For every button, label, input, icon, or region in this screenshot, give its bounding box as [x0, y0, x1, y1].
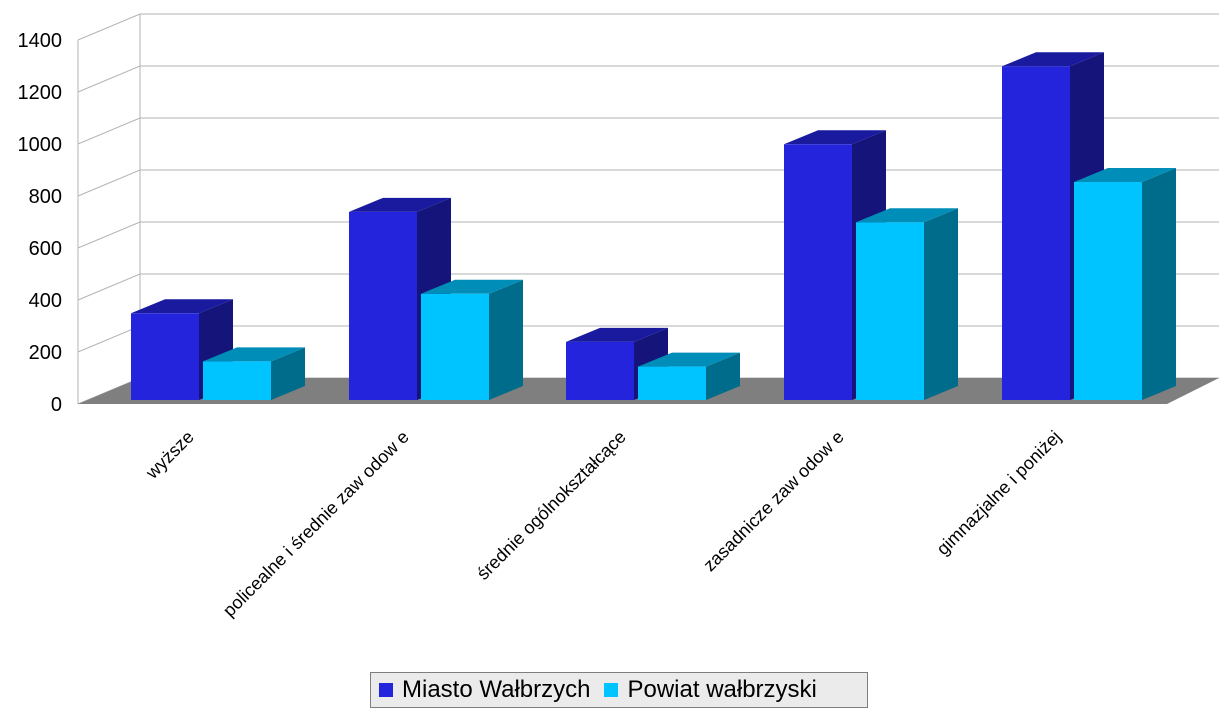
bar-side — [1142, 168, 1176, 400]
x-tick-label: wyższe — [141, 427, 198, 484]
y-tick-label: 600 — [29, 238, 62, 260]
bar-front — [784, 144, 852, 400]
bar — [1074, 168, 1176, 400]
legend-label-miasto: Miasto Wałbrzych — [402, 676, 590, 704]
y-axis: 0 200 400 600 800 1000 1200 1400 — [18, 30, 63, 416]
legend-swatch-miasto — [379, 683, 393, 697]
legend: Miasto Wałbrzych Powiat wałbrzyski — [370, 672, 868, 708]
x-tick-label: policealne i średnie zaw odow e — [219, 427, 413, 621]
x-tick-label: zasadnicze zaw odow e — [699, 427, 848, 576]
gridline — [78, 14, 1219, 40]
bar-side — [489, 280, 523, 400]
y-tick-label: 200 — [29, 342, 62, 364]
x-tick-label: średnie ogólnokształcące — [473, 427, 630, 584]
bar — [203, 347, 305, 400]
legend-swatch-powiat — [604, 683, 618, 697]
y-tick-label: 1000 — [18, 134, 63, 156]
bar-front — [1074, 182, 1142, 400]
legend-item-miasto: Miasto Wałbrzych — [379, 676, 590, 704]
x-tick-label: gimnazjalne i poniżej — [933, 427, 1065, 559]
bar-front — [349, 212, 417, 400]
bars — [131, 52, 1176, 400]
y-tick-label: 0 — [51, 394, 62, 416]
y-tick-label: 1400 — [18, 30, 63, 52]
bar — [856, 208, 958, 400]
bar-front — [856, 222, 924, 400]
y-tick-label: 400 — [29, 290, 62, 312]
bar-front — [421, 294, 489, 400]
bar-front — [131, 313, 199, 400]
bar-front — [1002, 66, 1070, 400]
legend-item-powiat: Powiat wałbrzyski — [604, 676, 816, 704]
y-tick-label: 800 — [29, 186, 62, 208]
bar-front — [203, 361, 271, 400]
bar — [421, 280, 523, 400]
legend-label-powiat: Powiat wałbrzyski — [627, 676, 816, 704]
y-tick-label: 1200 — [18, 82, 63, 104]
x-axis: wyższe policealne i średnie zaw odow e śre… — [141, 427, 1065, 621]
bar-side — [924, 208, 958, 400]
bar-front — [566, 342, 634, 400]
bar-front — [638, 367, 706, 400]
